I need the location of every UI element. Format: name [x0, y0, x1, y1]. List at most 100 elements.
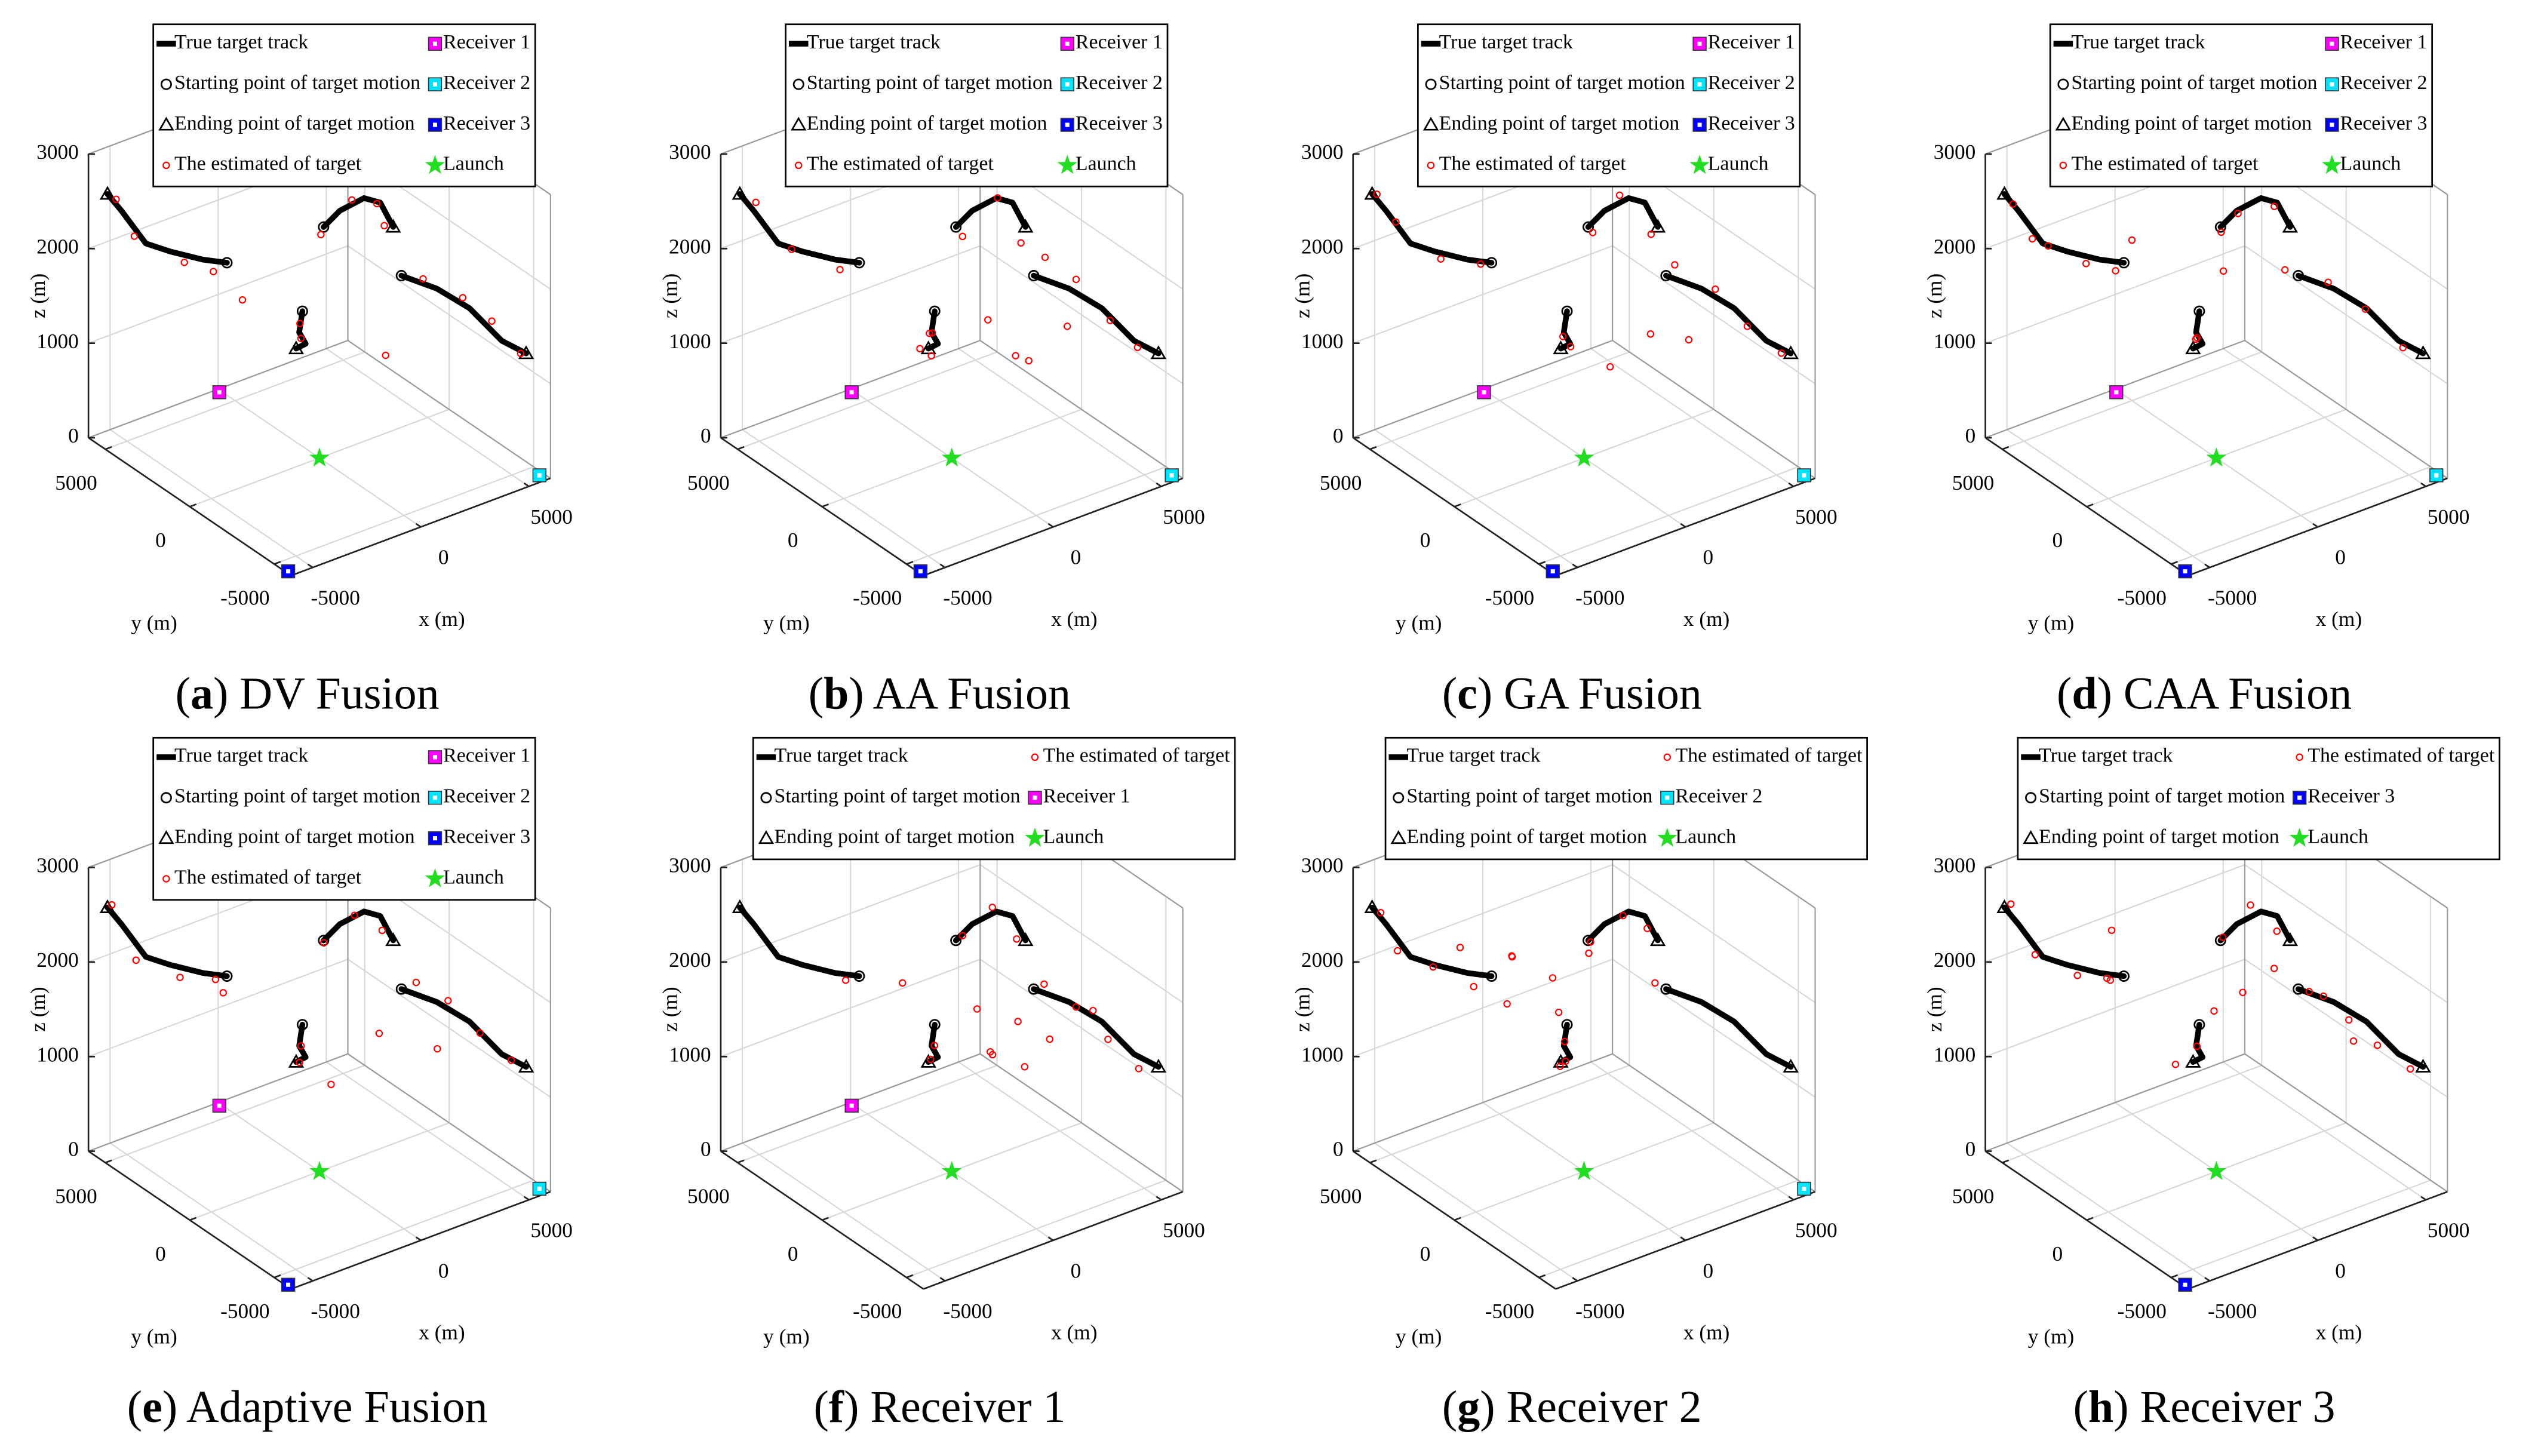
marker-center	[2330, 82, 2334, 87]
z-tick-label: 0	[700, 424, 711, 447]
panel: 0 1000 2000 3000 -5000 0 5000 -5000 0 5000 x (m) y …	[659, 736, 1236, 1432]
grid-line	[88, 959, 551, 1098]
tick-mark	[737, 1159, 745, 1164]
z-tick-label: 2000	[669, 948, 711, 972]
data-point	[2185, 1053, 2201, 1068]
legend-box	[752, 736, 1236, 861]
legend-label: True target track	[807, 31, 941, 53]
tick-mark	[274, 561, 281, 565]
data-point	[988, 1050, 997, 1059]
legend-label: Receiver 1	[443, 745, 530, 767]
x-tick-label: 5000	[1795, 1218, 1838, 1242]
data-point	[2270, 202, 2278, 210]
data-point	[973, 1005, 981, 1013]
data-point	[1777, 349, 1786, 357]
data-point	[1649, 932, 1666, 947]
legend-label: The estimated of target	[1043, 745, 1231, 767]
caption: (a) DV Fusion	[176, 668, 440, 718]
data-point	[351, 911, 358, 919]
data-point	[1014, 1018, 1022, 1025]
data-point	[219, 989, 228, 997]
data-point	[1012, 352, 1019, 360]
data-point	[507, 1056, 515, 1064]
legend-label: Launch	[1076, 153, 1136, 175]
track-line	[2001, 904, 2426, 1070]
x-tick-label: 5000	[530, 1218, 573, 1242]
z-axis-label: z (m)	[1291, 274, 1314, 318]
data-point	[1508, 953, 1516, 961]
marker-center	[432, 82, 438, 87]
data-point	[221, 970, 233, 982]
data-point	[1559, 333, 1567, 340]
x-tick-label: 0	[1071, 1259, 1081, 1282]
legend-label: True target track	[174, 745, 308, 767]
tick-mark	[906, 1274, 914, 1279]
y-tick-label: -5000	[1485, 1300, 1534, 1323]
data-point	[942, 1160, 962, 1180]
data-point	[1150, 345, 1167, 360]
data-point	[920, 1053, 936, 1068]
legend-marker	[1689, 155, 1710, 174]
z-tick-label: 0	[1333, 424, 1344, 447]
y-tick-label: 0	[788, 1242, 798, 1265]
data-point	[2219, 267, 2227, 275]
data-point	[1553, 1053, 1569, 1068]
legend: True target track Starting point of targe…	[1417, 23, 1801, 188]
data-point	[2219, 933, 2227, 941]
x-axis-label: x (m)	[1051, 1320, 1097, 1344]
track-line	[2001, 191, 2426, 357]
z-tick-label: 1000	[1301, 1043, 1344, 1066]
legend-label: The estimated of target	[2071, 153, 2259, 175]
box-edge	[347, 340, 551, 479]
tick-mark	[1454, 503, 1461, 508]
x-tick-label: 5000	[1163, 505, 1205, 529]
y-tick-label: -5000	[220, 1300, 269, 1323]
data-point	[2214, 221, 2226, 233]
tick-mark	[939, 1277, 946, 1282]
data-point	[1486, 970, 1498, 982]
tick-mark	[307, 1277, 314, 1282]
data-point	[1025, 357, 1033, 365]
x-tick-label: -5000	[943, 586, 992, 610]
x-tick-label: 0	[2335, 1259, 2346, 1282]
data-point	[2185, 340, 2201, 355]
tick-mark	[1538, 1274, 1546, 1279]
track-line	[105, 904, 529, 1070]
z-tick-label: 3000	[36, 854, 79, 877]
data-point	[1660, 270, 1672, 282]
legend-marker	[791, 116, 807, 131]
grid-line	[737, 1064, 997, 1163]
y-tick-label: 0	[155, 529, 166, 552]
data-point	[1561, 305, 1573, 317]
x-tick-label: -5000	[2208, 586, 2257, 610]
data-point	[1028, 270, 1040, 282]
data-point	[1377, 909, 1385, 917]
legend-label: Receiver 3	[443, 825, 530, 847]
y-axis	[88, 437, 292, 576]
legend-label: Receiver 1	[1043, 785, 1130, 807]
data-point	[2206, 1160, 2227, 1180]
data-point	[1072, 275, 1080, 284]
data-point	[2282, 932, 2299, 947]
track-line	[1369, 904, 1794, 1070]
legend-marker	[2322, 155, 2342, 174]
data-point	[348, 196, 356, 204]
legend-label: Ending point of target motion	[775, 825, 1015, 847]
box-edge	[979, 340, 1184, 479]
data-point	[2415, 1058, 2431, 1073]
data-point	[434, 1045, 441, 1053]
grid-line	[105, 351, 365, 450]
grid-line	[1985, 864, 2448, 1003]
z-tick-label: 3000	[1934, 140, 1976, 164]
grid-line	[1985, 959, 2448, 1098]
legend-marker	[425, 868, 445, 887]
data-point	[1554, 1008, 1563, 1016]
data-point	[2193, 305, 2205, 317]
x-tick-label: 5000	[1163, 1218, 1205, 1242]
marker-center	[849, 390, 854, 395]
tick-mark	[523, 482, 530, 487]
z-tick-label: 0	[1333, 1138, 1344, 1161]
z-tick-label: 1000	[1934, 330, 1976, 353]
legend-marker	[1393, 792, 1405, 804]
legend-marker	[760, 792, 772, 804]
